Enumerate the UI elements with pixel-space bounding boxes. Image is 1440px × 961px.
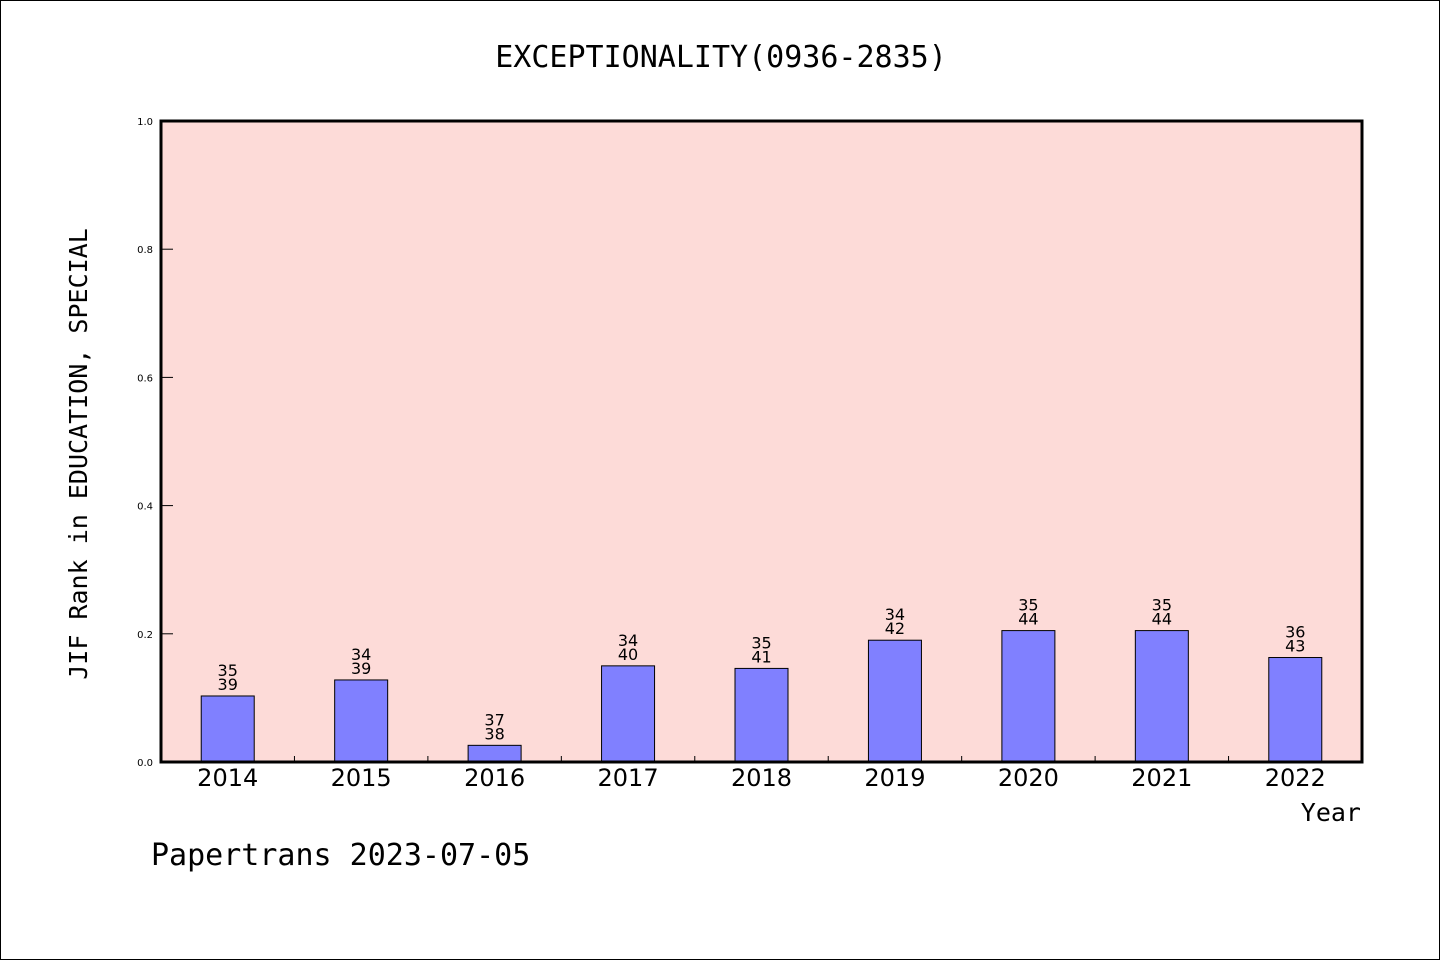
x-tick-label: 2020 xyxy=(998,764,1059,792)
x-axis: 2014 2015 2016 2017 2018 2019 2020 2021 2022 xyxy=(197,756,1326,792)
footer-credit: Papertrans 2023-07-05 xyxy=(151,838,530,873)
bar-2022 xyxy=(1268,657,1323,763)
y-axis-label: JIF Rank in EDUCATION, SPECIAL xyxy=(64,228,93,680)
bar-2021 xyxy=(1134,630,1189,763)
bar-total-label: 38 xyxy=(484,724,504,743)
x-tick-label: 2021 xyxy=(1131,764,1192,792)
bar-2017 xyxy=(601,665,656,763)
y-tick-label: 0.2 xyxy=(137,630,153,641)
bar-rank-label: 36 xyxy=(1285,623,1305,642)
x-axis-label: Year xyxy=(1301,798,1361,827)
bar-rank-label: 37 xyxy=(484,710,504,729)
x-tick-label: 2015 xyxy=(331,764,392,792)
y-tick-label: 0.6 xyxy=(137,373,153,384)
bar-rank-label: 34 xyxy=(618,631,638,650)
bar-2015 xyxy=(334,679,389,763)
chart-title: EXCEPTIONALITY(0936-2835) xyxy=(495,40,947,75)
y-tick-label: 1.0 xyxy=(137,117,153,128)
plot-border xyxy=(159,119,1364,764)
x-tick-label: 2014 xyxy=(197,764,258,792)
y-tick-label: 0.8 xyxy=(137,245,153,256)
bar-rank-label: 35 xyxy=(1018,596,1038,615)
bar-total-label: 43 xyxy=(1285,637,1305,656)
bar-2020 xyxy=(1001,630,1056,763)
y-tick-label: 0.0 xyxy=(137,758,153,769)
bar-2014 xyxy=(200,695,255,763)
x-tick-label: 2016 xyxy=(464,764,525,792)
x-tick-label: 2019 xyxy=(864,764,925,792)
bar-rank-label: 34 xyxy=(885,605,905,624)
bar-2018 xyxy=(734,667,789,763)
bar-total-label: 39 xyxy=(218,675,238,694)
x-tick-label: 2018 xyxy=(731,764,792,792)
bar-total-label: 44 xyxy=(1152,610,1172,629)
bar-total-label: 39 xyxy=(351,659,371,678)
bar-rank-label: 35 xyxy=(218,661,238,680)
bar-rank-label: 34 xyxy=(351,645,371,664)
y-tick-label: 0.4 xyxy=(137,502,153,513)
bar-total-label: 40 xyxy=(618,645,638,664)
x-tick-label: 2017 xyxy=(598,764,659,792)
bar-rank-label: 35 xyxy=(751,633,771,652)
bar-total-label: 44 xyxy=(1018,610,1038,629)
bar-total-label: 41 xyxy=(751,647,771,666)
bar-2016 xyxy=(467,744,522,763)
bar-total-label: 42 xyxy=(885,619,905,638)
bar-2019 xyxy=(867,639,922,763)
x-tick-label: 2022 xyxy=(1265,764,1326,792)
bar-rank-label: 35 xyxy=(1152,596,1172,615)
